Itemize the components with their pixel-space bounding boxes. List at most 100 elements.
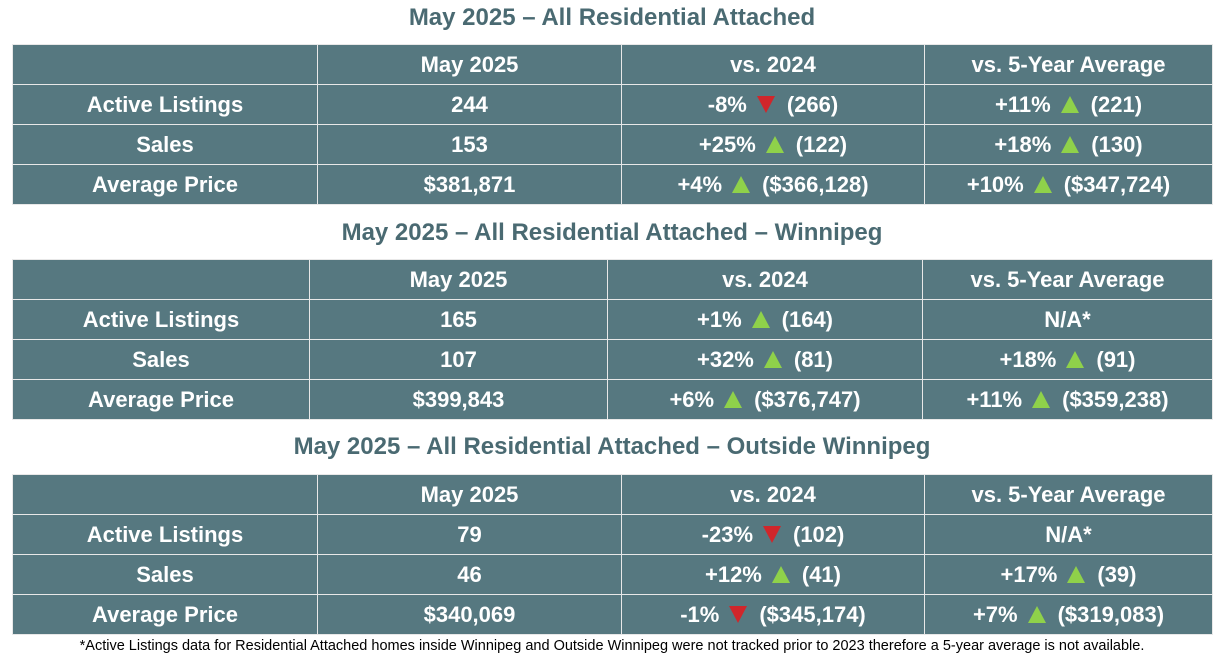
vs-prev-pct: -8% (707, 91, 747, 117)
vs-avg-pct: +18% (994, 131, 1052, 157)
vs-avg-cell: N/A* (924, 514, 1213, 555)
section-title: May 2025 – All Residential Attached (408, 4, 816, 31)
vs-prev-value: ($366,128) (762, 171, 869, 197)
footnote: *Active Listings data for Residential At… (79, 638, 1145, 654)
vs-avg-cell: +17% (39) (924, 554, 1213, 595)
vs-prev-cell: +6% ($376,747) (607, 379, 923, 420)
row-label: Sales (12, 124, 318, 165)
vs-prev-value: (266) (786, 91, 839, 117)
stats-table: May 2025 vs. 2024 vs. 5-Year Average Act… (12, 259, 1213, 420)
vs-avg-value: (91) (1096, 346, 1136, 372)
stats-table: May 2025 vs. 2024 vs. 5-Year Average Act… (12, 474, 1213, 635)
row-label: Active Listings (12, 514, 318, 555)
table-row: Average Price $381,871 +4% ($366,128) +10… (12, 164, 1213, 205)
table-row: Active Listings 79 -23% (102) N/A* (12, 514, 1213, 555)
header-current: May 2025 (317, 474, 622, 515)
header-row: May 2025 vs. 2024 vs. 5-Year Average (12, 259, 1213, 300)
vs-avg-pct: +11% (966, 386, 1023, 412)
row-label: Average Price (12, 594, 318, 635)
row-value: 107 (309, 339, 608, 380)
row-value: 46 (317, 554, 622, 595)
vs-prev-pct: +25% (698, 131, 756, 157)
vs-prev-cell: +25% (122) (621, 124, 925, 165)
table-row: Sales 46 +12% (41) +17% (39) (12, 554, 1213, 595)
vs-avg-value: (221) (1090, 91, 1143, 117)
vs-prev-cell: +32% (81) (607, 339, 923, 380)
up-arrow-icon (1066, 351, 1085, 368)
vs-prev-cell: -1% ($345,174) (621, 594, 925, 635)
up-arrow-icon (765, 136, 784, 153)
up-arrow-icon (1027, 606, 1046, 623)
row-label: Active Listings (12, 299, 310, 340)
header-vs-avg: vs. 5-Year Average (922, 259, 1213, 300)
vs-avg-na: N/A* (1044, 306, 1091, 332)
down-arrow-icon (756, 96, 775, 113)
row-value: 244 (317, 84, 622, 125)
section-title: May 2025 – All Residential Attached – Wi… (341, 219, 883, 246)
header-current: May 2025 (309, 259, 608, 300)
header-vs-prev: vs. 2024 (621, 44, 925, 85)
vs-avg-na: N/A* (1045, 521, 1092, 547)
vs-prev-value: (102) (793, 521, 845, 547)
vs-avg-pct: +18% (999, 346, 1057, 372)
row-value: $381,871 (317, 164, 622, 205)
down-arrow-icon (729, 606, 748, 623)
vs-prev-value: (41) (801, 561, 841, 587)
row-label: Sales (12, 554, 318, 595)
vs-avg-cell: +10% ($347,724) (924, 164, 1213, 205)
vs-prev-pct: +32% (696, 346, 754, 372)
vs-prev-pct: -23% (701, 521, 753, 547)
header-vs-prev: vs. 2024 (607, 259, 923, 300)
table-row: Average Price $340,069 -1% ($345,174) +7%… (12, 594, 1213, 635)
table-row: Average Price $399,843 +6% ($376,747) +11… (12, 379, 1213, 420)
vs-avg-pct: +11% (994, 91, 1051, 117)
vs-avg-value: (39) (1097, 561, 1137, 587)
vs-prev-pct: +6% (669, 386, 715, 412)
stats-table: May 2025 vs. 2024 vs. 5-Year Average Act… (12, 44, 1213, 205)
row-value: 165 (309, 299, 608, 340)
header-vs-avg: vs. 5-Year Average (924, 44, 1213, 85)
vs-prev-cell: +1% (164) (607, 299, 923, 340)
vs-prev-pct: +12% (704, 561, 762, 587)
vs-avg-value: ($359,238) (1062, 386, 1169, 412)
vs-avg-pct: +7% (972, 601, 1018, 627)
header-blank (12, 259, 310, 300)
vs-prev-pct: -1% (680, 601, 720, 627)
row-label: Active Listings (12, 84, 318, 125)
row-label: Sales (12, 339, 310, 380)
header-current: May 2025 (317, 44, 622, 85)
vs-avg-pct: +17% (1000, 561, 1058, 587)
section-title: May 2025 – All Residential Attached – Ou… (293, 433, 931, 460)
up-arrow-icon (751, 311, 770, 328)
up-arrow-icon (732, 176, 751, 193)
vs-prev-value: ($376,747) (754, 386, 861, 412)
up-arrow-icon (1032, 391, 1051, 408)
vs-avg-cell: +7% ($319,083) (924, 594, 1213, 635)
table-row: Sales 153 +25% (122) +18% (130) (12, 124, 1213, 165)
down-arrow-icon (763, 526, 781, 543)
vs-prev-value: (164) (781, 306, 833, 332)
header-row: May 2025 vs. 2024 vs. 5-Year Average (12, 44, 1213, 85)
up-arrow-icon (763, 351, 782, 368)
table-row: Sales 107 +32% (81) +18% (91) (12, 339, 1213, 380)
vs-prev-pct: +1% (696, 306, 742, 332)
vs-avg-cell: +18% (91) (922, 339, 1213, 380)
up-arrow-icon (1060, 96, 1079, 113)
vs-prev-cell: +4% ($366,128) (621, 164, 925, 205)
vs-prev-cell: +12% (41) (621, 554, 925, 595)
up-arrow-icon (1067, 566, 1086, 583)
up-arrow-icon (1061, 136, 1080, 153)
up-arrow-icon (724, 391, 743, 408)
up-arrow-icon (771, 566, 790, 583)
up-arrow-icon (1033, 176, 1052, 193)
row-value: $399,843 (309, 379, 608, 420)
header-row: May 2025 vs. 2024 vs. 5-Year Average (12, 474, 1213, 515)
header-blank (12, 44, 318, 85)
vs-prev-cell: -23% (102) (621, 514, 925, 555)
vs-avg-pct: +10% (966, 171, 1024, 197)
vs-avg-cell: +18% (130) (924, 124, 1213, 165)
vs-prev-cell: -8% (266) (621, 84, 925, 125)
header-vs-prev: vs. 2024 (621, 474, 925, 515)
row-label: Average Price (12, 164, 318, 205)
vs-prev-value: (81) (793, 346, 833, 372)
